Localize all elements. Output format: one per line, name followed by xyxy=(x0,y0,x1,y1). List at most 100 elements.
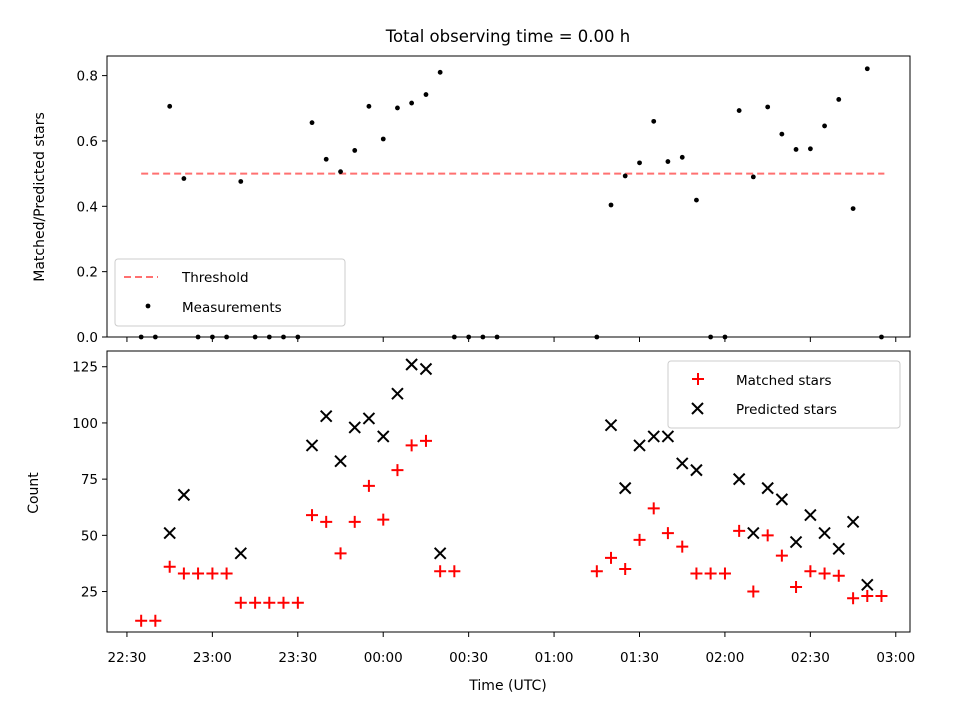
matched-star-point xyxy=(733,524,746,537)
bottom-x-tick-label: 02:30 xyxy=(791,650,830,666)
top-plot-area: 0.0 0.2 0.4 0.6 0.8 xyxy=(77,66,897,346)
predicted-star-point xyxy=(234,547,247,560)
matched-star-point xyxy=(419,434,432,447)
bottom-y-tick-label: 125 xyxy=(72,360,98,376)
predicted-star-point xyxy=(618,481,632,495)
predicted-star-point xyxy=(377,430,390,443)
measurement-point xyxy=(338,169,343,175)
matched-star-point xyxy=(291,596,304,609)
matched-star-point xyxy=(163,560,176,573)
measurement-point xyxy=(822,123,827,129)
top-y-tick-label: 0.0 xyxy=(77,330,98,346)
measurement-point xyxy=(651,118,657,124)
matched-star-point xyxy=(790,581,803,594)
matched-star-point xyxy=(206,567,219,580)
bottom-legend-box xyxy=(667,360,901,429)
predicted-star-point xyxy=(789,535,803,549)
predicted-star-point xyxy=(334,454,347,468)
legend-matched-swatch xyxy=(692,373,704,385)
legend-measurements-label: Measurements xyxy=(182,300,282,316)
measurement-point xyxy=(167,103,173,109)
predicted-star-point xyxy=(861,578,874,591)
bottom-y-axis-label: Count xyxy=(26,472,42,514)
matched-star-point xyxy=(135,614,148,627)
measurement-point xyxy=(779,131,785,137)
matched-star-point xyxy=(277,596,290,609)
bottom-y-tick-label: 25 xyxy=(81,585,98,601)
matched-star-point xyxy=(818,567,831,580)
predicted-star-point xyxy=(362,412,376,425)
predicted-star-point xyxy=(747,526,760,540)
measurement-point xyxy=(352,148,358,153)
bottom-x-tick-label: 01:30 xyxy=(620,650,659,666)
measurement-point xyxy=(637,160,642,166)
bottom-x-tick-label: 01:00 xyxy=(535,650,574,666)
matched-star-point xyxy=(192,567,205,580)
measurement-point xyxy=(366,103,372,109)
top-y-axis-label: Matched/Predicted stars xyxy=(32,112,48,282)
bottom-x-tick-label: 00:00 xyxy=(364,650,403,666)
measurement-point xyxy=(765,104,771,110)
measurement-point xyxy=(238,179,244,184)
bottom-x-tick-label: 23:30 xyxy=(278,650,317,666)
predicted-star-point xyxy=(604,418,618,432)
measurement-point xyxy=(181,176,187,181)
matched-star-point xyxy=(149,614,162,627)
top-y-tick-label: 0.6 xyxy=(77,134,98,150)
matched-star-point xyxy=(405,439,418,452)
matched-star-point xyxy=(177,567,190,580)
bottom-legend: Matched stars Predicted stars xyxy=(667,360,901,429)
matched-star-point xyxy=(761,529,774,542)
predicted-star-point xyxy=(433,547,447,560)
legend-threshold-label: Threshold xyxy=(181,270,249,286)
bottom-y-tick-label: 100 xyxy=(72,416,98,432)
measurement-point xyxy=(608,202,614,208)
measurement-point xyxy=(793,147,799,152)
top-axes-frame xyxy=(106,55,911,338)
predicted-star-point xyxy=(348,421,361,434)
legend-predicted-swatch xyxy=(691,402,704,415)
bottom-x-tick-label: 23:00 xyxy=(193,650,232,666)
predicted-star-point xyxy=(761,481,774,495)
top-y-tick-label: 0.4 xyxy=(77,199,98,215)
measurement-point xyxy=(380,136,386,142)
bottom-x-tick-label: 22:30 xyxy=(107,650,146,666)
measurement-point xyxy=(622,173,628,179)
matched-star-point xyxy=(747,585,760,598)
matched-star-point xyxy=(263,596,276,609)
matched-star-point xyxy=(861,590,874,603)
predicted-star-point xyxy=(732,472,746,486)
top-y-tick-label: 0.8 xyxy=(77,69,98,85)
matched-star-point xyxy=(718,567,731,580)
matched-star-point xyxy=(875,590,888,603)
predicted-star-point xyxy=(633,439,646,452)
matched-star-point xyxy=(704,567,717,580)
matched-star-point xyxy=(334,547,347,560)
measurement-point xyxy=(437,69,443,75)
predicted-star-point xyxy=(405,358,418,371)
top-legend: Threshold Measurements xyxy=(114,258,346,327)
measurement-point xyxy=(665,159,671,164)
measurement-point xyxy=(864,66,870,72)
predicted-star-point xyxy=(846,515,860,529)
matched-star-point xyxy=(249,596,262,609)
predicted-star-point xyxy=(647,430,660,443)
measurement-point xyxy=(736,108,742,113)
predicted-star-point xyxy=(391,387,404,400)
bottom-plot-area: 25 50 75 100 125 22:30 23:00 23:30 00:00 00:30 01:… xyxy=(72,358,915,666)
matched-star-point xyxy=(847,592,860,605)
matched-star-point xyxy=(775,549,788,562)
bottom-y-tick-label: 50 xyxy=(81,528,98,544)
matched-star-point xyxy=(391,464,404,477)
measurement-point xyxy=(850,206,856,211)
predicted-star-point xyxy=(676,457,689,470)
measurement-point xyxy=(323,156,329,162)
matched-star-point xyxy=(647,502,660,515)
measurement-point xyxy=(807,146,813,152)
predicted-star-point xyxy=(177,488,191,502)
matched-star-point xyxy=(348,515,361,528)
legend-predicted-label: Predicted stars xyxy=(736,402,837,418)
matched-star-point xyxy=(306,509,319,522)
bottom-axes-frame xyxy=(106,350,911,633)
